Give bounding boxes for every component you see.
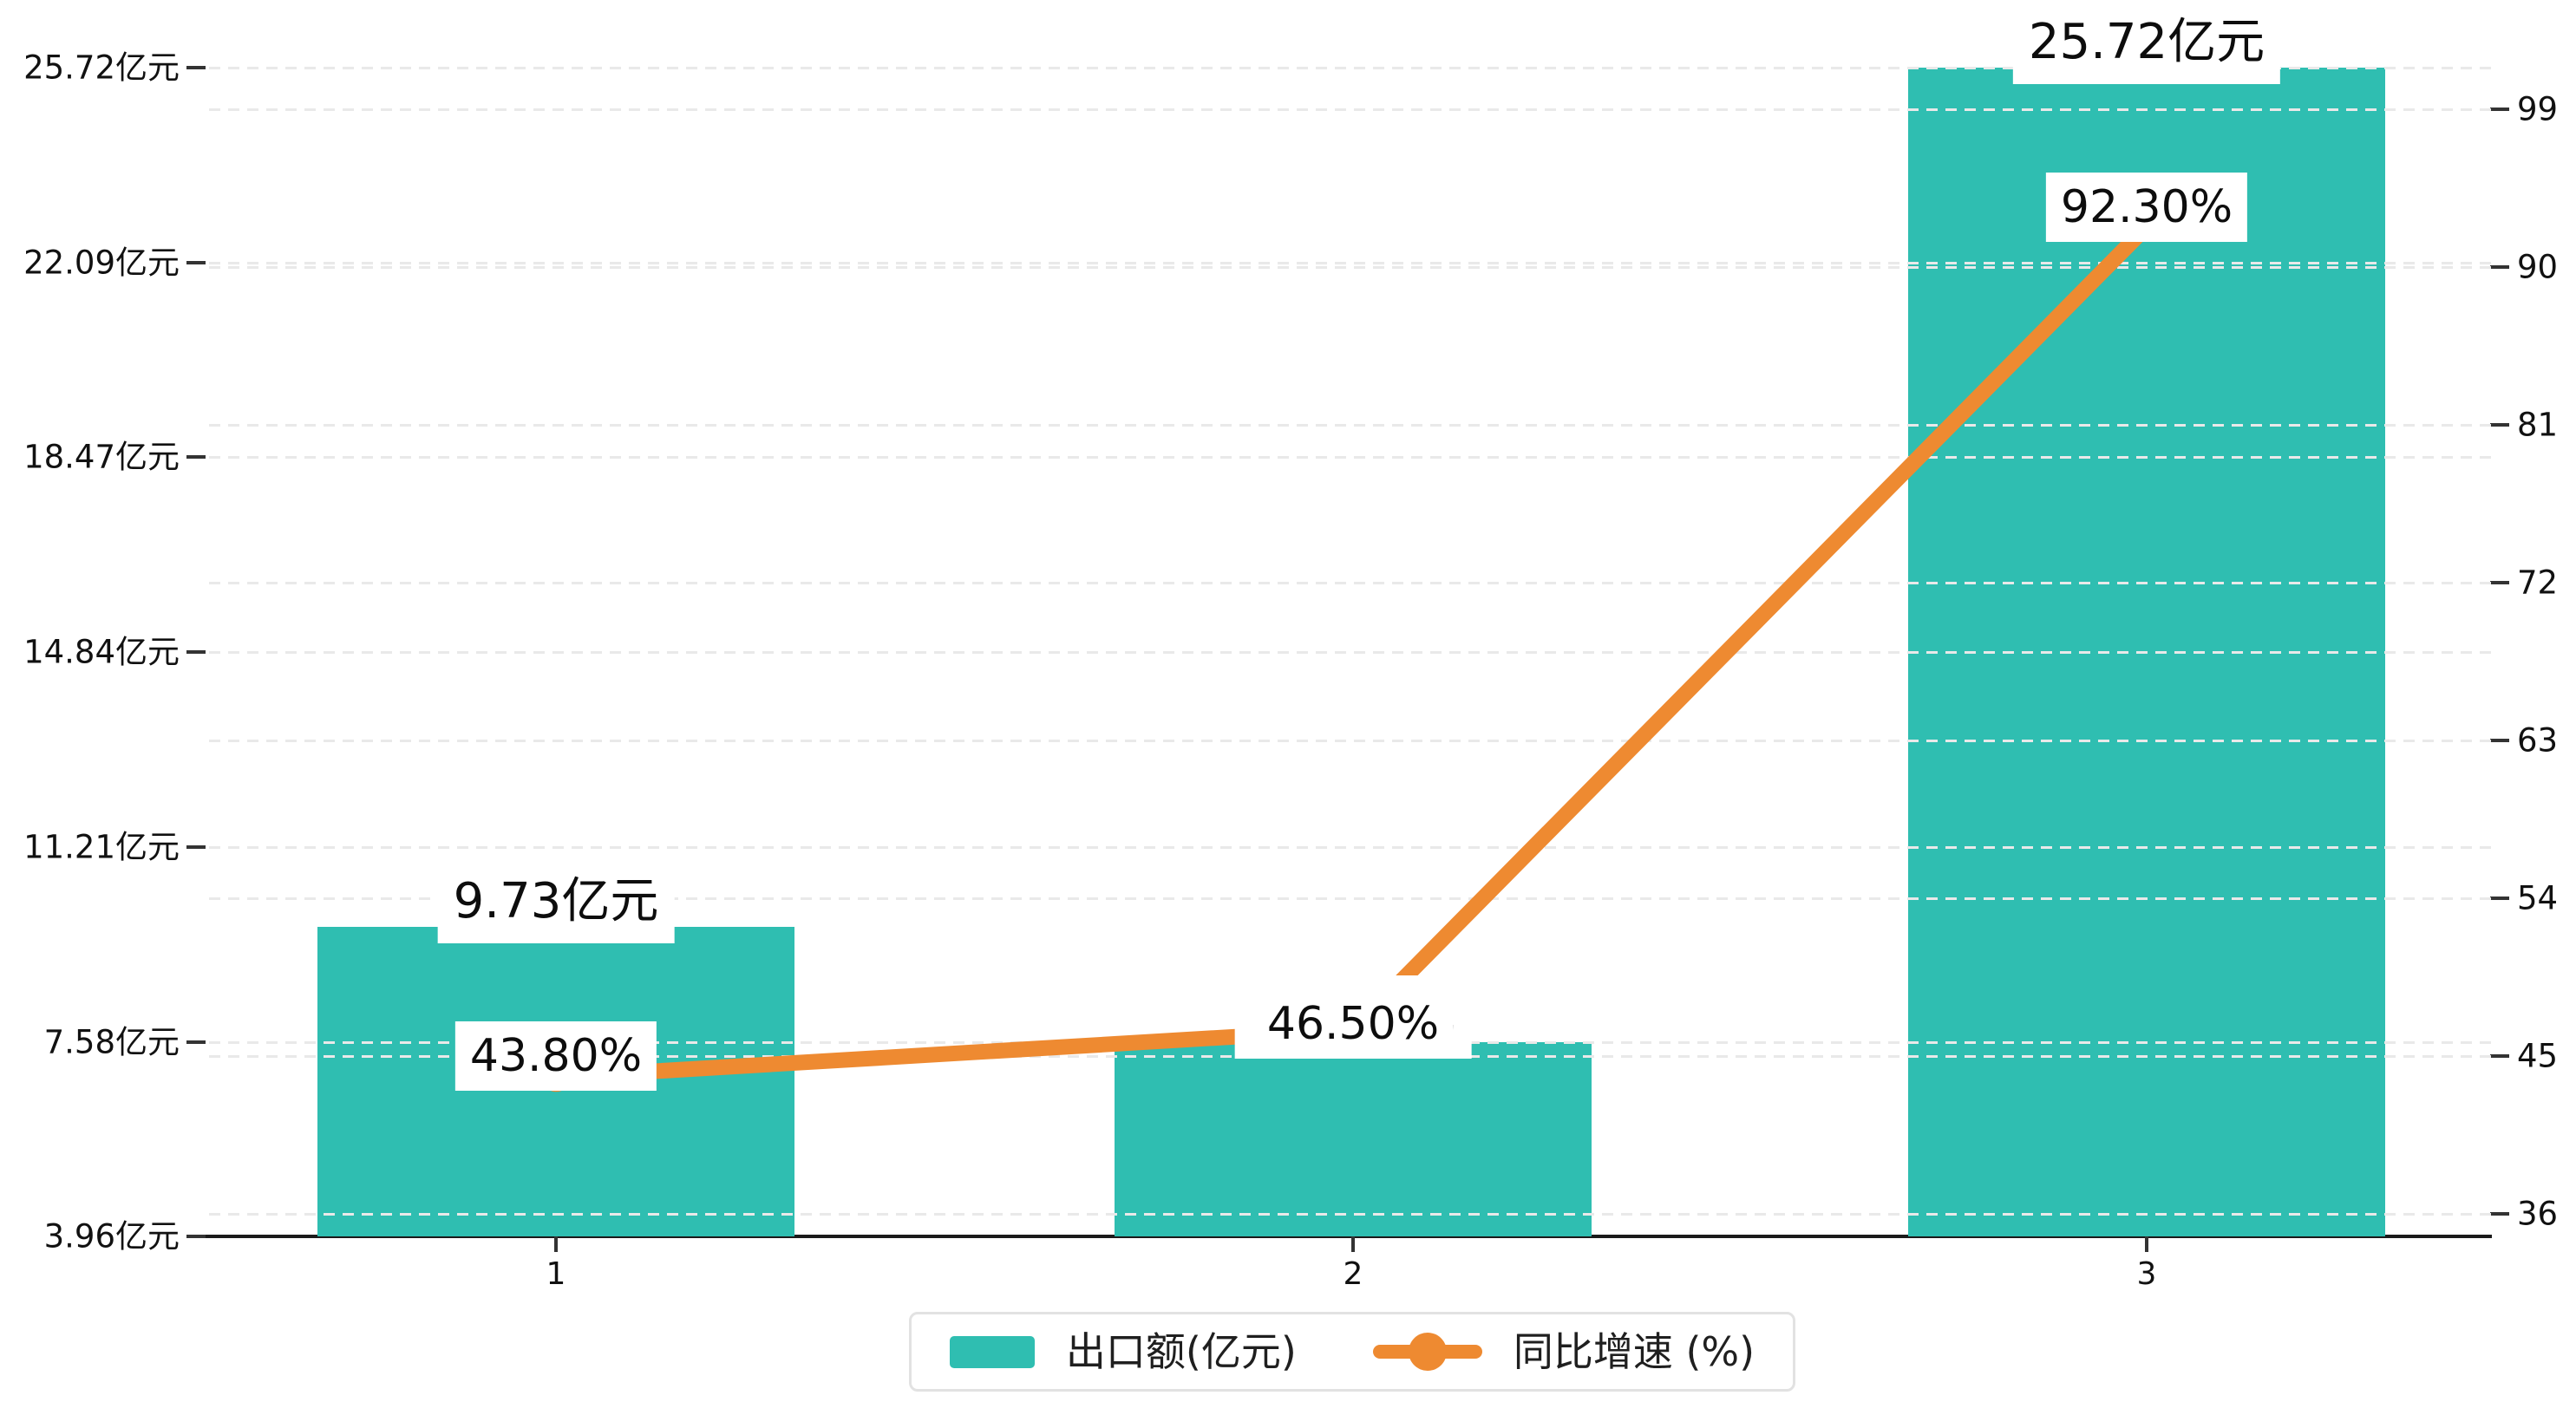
bar-value-label-1: 9.73亿元 — [437, 859, 675, 943]
x-axis-tick-2 — [2145, 1236, 2148, 1252]
left-axis-label-4: 18.47亿元 — [23, 438, 180, 476]
x-axis-tick-1 — [1351, 1236, 1355, 1252]
left-axis-tick-1 — [186, 1040, 206, 1044]
gridline-right-4 — [209, 582, 2492, 584]
right-axis-tick-7 — [2490, 108, 2509, 111]
right-axis-tick-0 — [2490, 1212, 2509, 1216]
left-axis-label-0: 3.96亿元 — [43, 1217, 180, 1255]
bar-value-label-3: 25.72亿元 — [2012, 1, 2281, 84]
x-axis-label-0: 1 — [546, 1256, 566, 1292]
left-axis-tick-6 — [186, 66, 206, 69]
left-axis-label-1: 7.58亿元 — [43, 1023, 180, 1061]
gridline-left-3 — [209, 651, 2492, 654]
x-axis-line — [202, 1235, 2492, 1238]
right-axis-tick-3 — [2490, 739, 2509, 742]
bar-category-2[interactable] — [1115, 1041, 1592, 1236]
gridline-right-6 — [209, 266, 2492, 269]
left-axis-label-3: 14.84亿元 — [23, 633, 180, 671]
line-value-label-1: 43.80% — [454, 1021, 657, 1092]
right-axis-label-4: 72 — [2517, 564, 2559, 602]
line-series-icon — [1372, 1333, 1482, 1371]
line-value-label-3: 92.30% — [2045, 173, 2248, 243]
x-axis-label-1: 2 — [1343, 1256, 1363, 1292]
right-axis-label-7: 99 — [2517, 90, 2559, 128]
gridline-right-2 — [209, 897, 2492, 900]
right-axis-label-2: 54 — [2517, 879, 2559, 917]
right-axis-tick-1 — [2490, 1054, 2509, 1058]
growth-line[interactable] — [548, 218, 2154, 1086]
legend-label-growth: 同比增速 (%) — [1513, 1328, 1755, 1375]
left-axis-label-2: 11.21亿元 — [23, 828, 180, 866]
right-axis-tick-6 — [2490, 265, 2509, 269]
right-axis-label-0: 36 — [2517, 1195, 2559, 1233]
right-axis-tick-2 — [2490, 897, 2509, 900]
gridline-left-2 — [209, 845, 2492, 849]
bar-series-swatch — [949, 1335, 1035, 1368]
right-axis-tick-4 — [2490, 581, 2509, 584]
right-axis-label-5: 81 — [2517, 406, 2559, 444]
left-axis-tick-5 — [186, 260, 206, 264]
legend: 出口额(亿元) 同比增速 (%) — [909, 1312, 1795, 1392]
x-axis-label-2: 3 — [2136, 1256, 2157, 1292]
legend-label-export: 出口额(亿元) — [1065, 1328, 1297, 1375]
gridline-right-7 — [209, 108, 2492, 111]
x-axis-tick-0 — [554, 1236, 558, 1252]
line-value-label-2: 46.50% — [1252, 988, 1455, 1059]
left-axis-label-5: 22.09亿元 — [23, 244, 180, 282]
left-axis-tick-2 — [186, 844, 206, 849]
left-axis-label-6: 25.72亿元 — [23, 49, 180, 87]
legend-item-growth[interactable]: 同比增速 (%) — [1372, 1328, 1755, 1375]
right-axis-label-3: 63 — [2517, 721, 2559, 760]
right-axis-label-1: 45 — [2517, 1037, 2559, 1075]
right-axis-label-6: 90 — [2517, 248, 2559, 286]
gridline-right-5 — [209, 424, 2492, 427]
legend-item-export[interactable]: 出口额(亿元) — [949, 1328, 1297, 1375]
right-axis-tick-5 — [2490, 423, 2509, 427]
line-icon-dot — [1408, 1333, 1447, 1371]
left-axis-tick-3 — [186, 650, 206, 654]
gridline-right-3 — [209, 740, 2492, 742]
left-axis-tick-4 — [186, 455, 206, 460]
left-axis-tick-0 — [186, 1235, 206, 1238]
gridline-right-0 — [209, 1213, 2492, 1216]
gridline-left-5 — [209, 261, 2492, 264]
gridline-left-4 — [209, 456, 2492, 460]
gridline-left-6 — [209, 67, 2492, 69]
